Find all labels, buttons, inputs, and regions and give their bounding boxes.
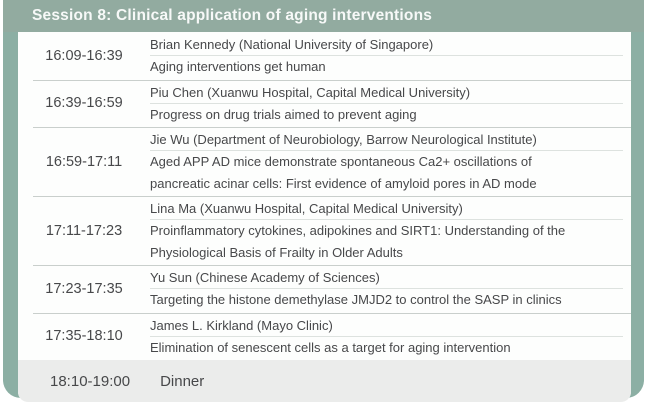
session-content: James L. Kirkland (Mayo Clinic) Eliminat… bbox=[150, 313, 631, 361]
session-time: 17:35-18:10 bbox=[45, 328, 123, 345]
session-talk-title: Progress on drug trials aimed to prevent… bbox=[150, 106, 417, 122]
session-speaker: Brian Kennedy (National University of Si… bbox=[150, 37, 434, 52]
session-talk-title: Aged APP AD mice demonstrate spontaneous… bbox=[150, 154, 537, 191]
session-row: 17:11-17:23 Lina Ma (Xuanwu Hospital, Ca… bbox=[18, 196, 631, 265]
session-talk-title: Targeting the histone demethylase JMJD2 … bbox=[150, 292, 562, 307]
session-content: Lina Ma (Xuanwu Hospital, Capital Medica… bbox=[150, 196, 631, 265]
speaker-title-divider bbox=[150, 150, 623, 151]
session-time: 16:09-16:39 bbox=[45, 47, 123, 64]
dinner-row: 18:10-19:00 Dinner bbox=[18, 360, 631, 402]
session-row: 17:35-18:10 James L. Kirkland (Mayo Clin… bbox=[18, 312, 631, 361]
session-row: 16:59-17:11 Jie Wu (Department of Neurob… bbox=[18, 127, 631, 196]
session-row: 16:39-16:59 Piu Chen (Xuanwu Hospital, C… bbox=[18, 79, 631, 128]
speaker-title-divider bbox=[150, 219, 623, 220]
session-row: 17:23-17:35 Yu Sun (Chinese Academy of S… bbox=[18, 265, 631, 313]
speaker-title-divider bbox=[150, 288, 623, 289]
dinner-time: 18:10-19:00 bbox=[50, 372, 131, 390]
session-time: 17:23-17:35 bbox=[45, 280, 123, 297]
session-content: Yu Sun (Chinese Academy of Sciences) Tar… bbox=[150, 265, 631, 313]
session-content: Brian Kennedy (National University of Si… bbox=[150, 32, 631, 80]
session-speaker: Lina Ma (Xuanwu Hospital, Capital Medica… bbox=[150, 201, 463, 216]
session-content: Jie Wu (Department of Neurobiology, Barr… bbox=[150, 127, 631, 196]
session-content: Piu Chen (Xuanwu Hospital, Capital Medic… bbox=[150, 80, 631, 128]
speaker-title-divider bbox=[150, 335, 623, 337]
session-title: Session 8: Clinical application of aging… bbox=[32, 7, 433, 24]
speaker-title-divider bbox=[150, 55, 623, 56]
session-time: 16:39-16:59 bbox=[45, 95, 123, 112]
session-row: 16:09-16:39 Brian Kennedy (National Univ… bbox=[18, 32, 631, 80]
session-speaker: Yu Sun (Chinese Academy of Sciences) bbox=[150, 270, 380, 285]
session-talk-title: Aging interventions get human bbox=[150, 59, 326, 74]
session-time: 16:59-17:11 bbox=[45, 153, 123, 170]
schedule-table: 16:09-16:39 Brian Kennedy (National Univ… bbox=[18, 32, 631, 402]
session-talk-title: Elimination of senescent cells as a targ… bbox=[150, 339, 511, 355]
dinner-label: Dinner bbox=[160, 372, 205, 390]
speaker-title-divider bbox=[150, 102, 623, 104]
session-card: Session 8: Clinical application of aging… bbox=[3, 0, 644, 402]
session-talk-title: Proinflammatory cytokines, adipokines an… bbox=[150, 223, 566, 260]
session-header: Session 8: Clinical application of aging… bbox=[3, 0, 644, 32]
session-speaker: Jie Wu (Department of Neurobiology, Barr… bbox=[150, 132, 537, 147]
session-speaker: James L. Kirkland (Mayo Clinic) bbox=[150, 317, 333, 333]
session-time: 17:11-17:23 bbox=[45, 222, 123, 239]
session-speaker: Piu Chen (Xuanwu Hospital, Capital Medic… bbox=[150, 84, 471, 100]
